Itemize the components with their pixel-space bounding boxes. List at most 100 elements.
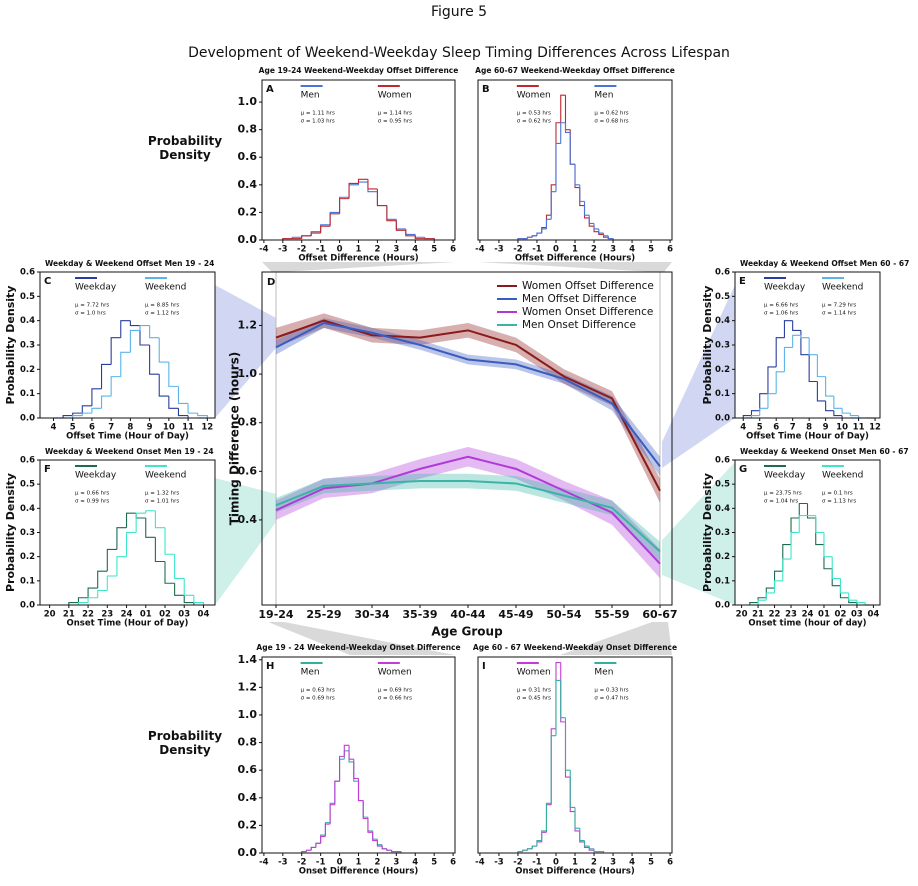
sd-annotation: σ = 0.45 hrs — [517, 696, 551, 702]
panel-label: I — [482, 661, 486, 672]
histogram-step — [831, 556, 841, 579]
histogram-step — [381, 844, 387, 850]
x-tick-label: 04 — [198, 610, 210, 620]
legend-label: Women Onset Difference — [522, 306, 653, 318]
mean-annotation: μ = 1.14 hrs — [378, 111, 412, 117]
histogram-step — [339, 758, 345, 782]
histogram-step — [569, 770, 575, 809]
histogram-step — [110, 376, 121, 397]
x-tick-label: 3 — [610, 858, 616, 868]
histogram-step — [391, 850, 397, 853]
sd-annotation: σ = 0.47 hrs — [594, 696, 628, 702]
histogram-step — [77, 597, 89, 603]
mean-annotation: μ = 0.66 hrs — [75, 491, 109, 497]
x-tick-label: 04 — [867, 610, 879, 620]
line — [275, 455, 661, 565]
legend-label: Weekday — [75, 471, 117, 481]
x-tick-label: 6 — [89, 423, 95, 433]
mean-annotation: μ = 1.11 hrs — [301, 111, 335, 117]
histogram-step — [381, 846, 387, 850]
histogram-step — [395, 220, 406, 231]
chart-title: Weekday & Weekend Onset Men 60 - 67 — [740, 447, 909, 456]
histogram-step — [816, 381, 826, 402]
histogram-step — [367, 817, 373, 832]
y-tick-label: 0.4 — [20, 316, 35, 326]
histogram-step — [808, 337, 818, 356]
histogram-step — [767, 393, 777, 409]
plot-frame — [477, 79, 673, 241]
histogram-step — [353, 759, 359, 780]
histogram-step — [301, 235, 312, 239]
histogram-step — [174, 554, 185, 579]
histogram-step — [339, 755, 345, 782]
legend-label: Women — [378, 668, 412, 678]
histogram-step — [750, 415, 760, 418]
panel-I: Age 60 - 67 Weekend-Weekday Onset Differ… — [473, 643, 677, 876]
x-axis-label: Age Group — [431, 625, 503, 639]
histogram-step — [348, 182, 359, 199]
x-tick-label: 0 — [337, 245, 343, 255]
histogram-step — [798, 515, 808, 533]
histogram-step — [574, 164, 580, 186]
histogram-step — [91, 388, 102, 406]
legend-label: Men — [301, 91, 320, 101]
histogram-step — [849, 413, 859, 417]
chart-title: Age 19-24 Weekend-Weekday Offset Differe… — [259, 66, 459, 75]
histogram-step — [334, 780, 340, 804]
legend-label: Women Offset Difference — [522, 280, 654, 292]
histogram-step — [536, 232, 542, 236]
histogram-step — [348, 745, 354, 760]
histogram-step — [177, 386, 189, 404]
panel-G: Weekday & Weekend Onset Men 60 - 67 G 20 21… — [701, 447, 909, 629]
histogram-step — [348, 184, 359, 198]
histogram-step — [158, 374, 169, 397]
histogram-step — [536, 841, 542, 847]
x-tick-label: 6 — [667, 245, 673, 255]
histogram-step — [376, 191, 387, 207]
line — [275, 321, 661, 468]
histogram-step — [816, 354, 826, 378]
x-tick-label: -3 — [494, 245, 504, 255]
y-axis-label: Probability Density — [4, 473, 17, 592]
sd-annotation: σ = 1.03 hrs — [301, 119, 335, 125]
x-axis-label: Offset Time (Hour of Day) — [746, 432, 869, 442]
x-tick-label: -3 — [278, 858, 288, 868]
x-tick-label: 7 — [790, 423, 796, 433]
y-axis-label: Timing Difference (hours) — [228, 352, 242, 526]
chart-title: Age 60-67 Weekend-Weekday Offset Differe… — [475, 66, 675, 75]
connector — [215, 285, 276, 418]
panel-F: Weekday & Weekend Onset Men 19 - 24 F 20 21… — [4, 447, 216, 629]
x-tick-label: 9 — [147, 423, 153, 433]
x-tick-label: 03 — [851, 610, 863, 620]
y-tick-label: 0.4 — [715, 316, 730, 326]
histogram-step — [775, 371, 785, 394]
histogram-step — [823, 532, 833, 558]
y-tick-label: 0.6 — [715, 268, 730, 278]
legend-label: Women — [378, 91, 412, 101]
x-tick-label: -1 — [532, 245, 542, 255]
y-axis-label: Probability Density — [147, 729, 223, 757]
histogram-step — [536, 840, 542, 847]
x-tick-label: 5 — [757, 423, 763, 433]
histogram-step — [560, 662, 566, 723]
sd-annotation: σ = 1.12 hrs — [145, 311, 179, 317]
sd-annotation: σ = 0.69 hrs — [301, 696, 335, 702]
histogram-step — [526, 236, 533, 239]
figure-title: Development of Weekend-Weekday Sleep Tim… — [188, 45, 730, 61]
y-tick-label: 0.6 — [20, 456, 35, 466]
x-axis-label: Onset Difference (Hours) — [299, 867, 419, 877]
chart-title: Weekday & Weekend Onset Men 19 - 24 — [45, 447, 214, 456]
legend-label: Weekday — [764, 283, 806, 293]
x-tick-label: 12 — [869, 423, 881, 433]
histogram-step — [386, 205, 397, 220]
sd-annotation: σ = 0.95 hrs — [378, 119, 412, 125]
histogram-step — [806, 503, 816, 519]
histogram-step — [574, 807, 580, 829]
legend-label: Weekend — [822, 283, 863, 293]
histogram-step — [145, 518, 156, 538]
histogram-step — [550, 184, 556, 216]
histogram-step — [792, 334, 801, 348]
histogram-step — [560, 680, 566, 719]
histogram-step — [91, 407, 102, 414]
y-axis-label-box: Probability Density — [148, 134, 222, 162]
